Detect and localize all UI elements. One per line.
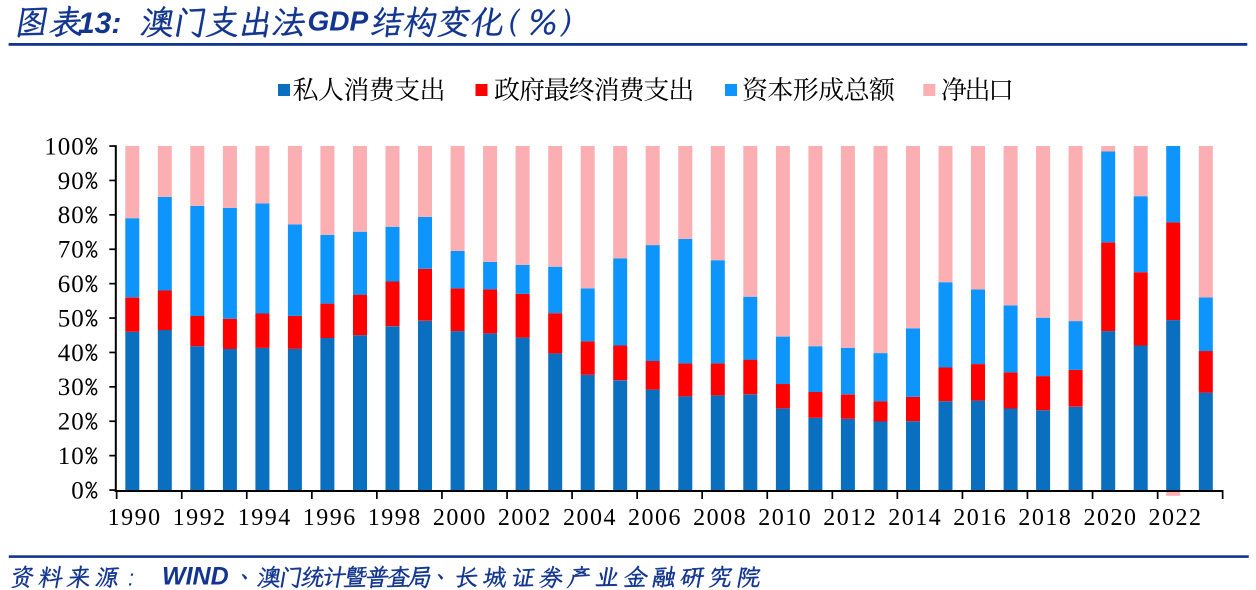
svg-text:2012: 2012 [823,505,877,531]
svg-text:1992: 1992 [173,505,227,531]
svg-text::: : [128,566,134,590]
svg-text:2020: 2020 [1084,505,1138,531]
svg-text:2010: 2010 [758,505,812,531]
svg-text:20: 20 [58,409,85,436]
svg-text:2008: 2008 [693,505,747,531]
svg-text:GDP: GDP [308,5,369,36]
svg-text:2006: 2006 [628,505,682,531]
svg-text:2016: 2016 [953,505,1007,531]
svg-text:1990: 1990 [108,505,162,531]
svg-text:2000: 2000 [433,505,487,531]
svg-text:1998: 1998 [368,505,422,531]
svg-text:40: 40 [58,340,85,367]
svg-text:50: 50 [58,305,85,332]
svg-text:2022: 2022 [1149,505,1203,531]
svg-text:13:: 13: [78,7,121,40]
svg-text:1994: 1994 [238,505,292,531]
svg-text:70: 70 [58,237,85,264]
svg-text:30: 30 [58,374,85,401]
svg-text:10: 10 [58,443,85,470]
svg-text:WIND: WIND [162,563,229,590]
svg-text:1996: 1996 [303,505,357,531]
svg-text:80: 80 [58,202,85,229]
svg-text:90: 90 [58,168,85,195]
svg-text:0: 0 [71,477,85,504]
svg-text:2004: 2004 [563,505,617,531]
svg-text:100: 100 [44,133,85,160]
svg-text:2014: 2014 [888,505,942,531]
svg-text:2002: 2002 [498,505,552,531]
svg-text:60: 60 [58,271,85,298]
svg-text:2018: 2018 [1018,505,1072,531]
